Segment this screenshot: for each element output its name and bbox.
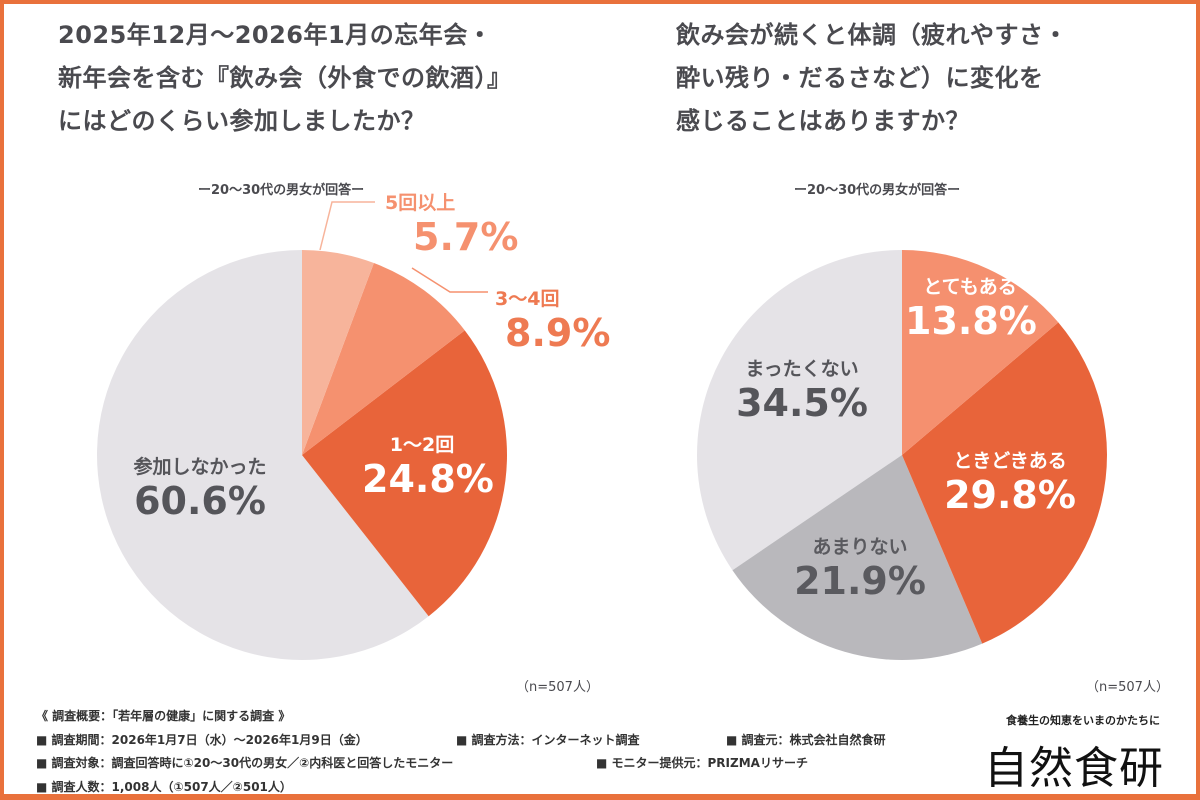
chart2-title: 飲み会が続くと体調（疲れやすさ・ 酔い残り・だるさなど）に変化を 感じることはあ…: [676, 21, 1068, 135]
logo: 自然食研: [984, 743, 1164, 794]
pie-slice: [732, 455, 983, 661]
chart1-title: 2025年12月～2026年1月の忘年会・ 新年会を含む『飲み会（外食での飲酒）…: [58, 21, 512, 135]
slice-label: とてもある 13.8%: [905, 276, 1037, 343]
survey-summary: 《 調査概要：「若年層の健康」に関する調査 》 ■ 調査期間：2026年1月7日…: [36, 709, 886, 794]
slice-label: ときどきある 29.8%: [944, 450, 1076, 517]
pie-slice: [302, 330, 507, 617]
pie-slice: [97, 250, 429, 661]
chart1-subtitle: ー20～30代の男女が回答ー: [198, 183, 365, 198]
slice-label: 5回以上 5.7%: [385, 192, 519, 259]
pie-slice: [697, 250, 902, 571]
chart2-n: （n=507人）: [1086, 680, 1169, 695]
chart1-n: （n=507人）: [516, 680, 599, 695]
slice-label: あまりない 21.9%: [794, 536, 926, 603]
slice-label: 1～2回 24.8%: [362, 434, 494, 501]
pie-slice: [902, 322, 1107, 644]
slice-label: まったくない 34.5%: [736, 358, 868, 425]
chart2-subtitle: ー20～30代の男女が回答ー: [794, 183, 961, 198]
leader-line-3to4: [411, 267, 488, 293]
slice-label: 参加しなかった 60.6%: [133, 456, 267, 523]
slice-label: 3～4回 8.9%: [495, 288, 611, 355]
leader-line-5plus: [319, 201, 375, 251]
pie-slice: [302, 250, 374, 455]
logo-tagline: 食養生の知恵をいまのかたちに: [1006, 714, 1160, 727]
pie-slice: [902, 250, 1059, 455]
pie-slice: [302, 263, 465, 455]
